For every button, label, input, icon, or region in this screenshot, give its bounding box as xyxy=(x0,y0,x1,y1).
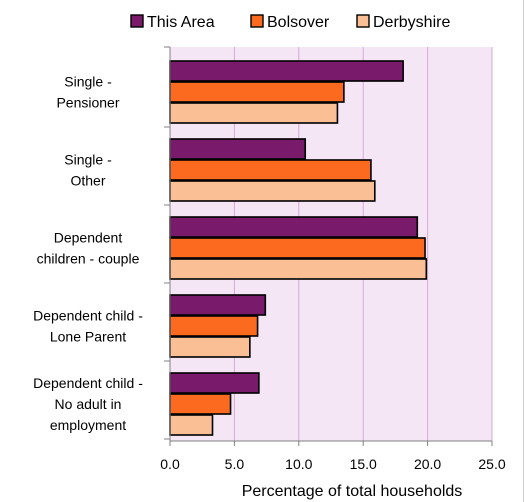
category-labels: Single - Pensioner Single - Other Dependent c… xyxy=(33,74,143,434)
category-label: Single - Other xyxy=(64,152,112,189)
bar-derbyshire xyxy=(169,414,214,436)
bar-bolsover xyxy=(169,393,232,415)
bar-bolsover xyxy=(169,237,426,259)
axes xyxy=(164,46,493,446)
frame-edge xyxy=(523,0,524,502)
category-label-line: No adult in xyxy=(55,396,122,412)
category-label-line: Single - xyxy=(64,74,112,90)
category-label-line: Lone Parent xyxy=(50,329,126,345)
legend: This Area Bolsover Derbyshire xyxy=(130,14,450,31)
category-label-line: Dependent child - xyxy=(33,375,143,391)
x-tick-label: 0.0 xyxy=(160,456,180,472)
category-label: Dependent children - couple xyxy=(37,230,140,267)
x-tick-label: 20.0 xyxy=(414,456,441,472)
bar-bolsover xyxy=(169,81,345,103)
bar-derbyshire xyxy=(169,336,251,358)
legend-label: This Area xyxy=(147,14,215,31)
bar-derbyshire xyxy=(169,102,339,124)
category-label-line: children - couple xyxy=(37,251,140,267)
x-axis-title: Percentage of total households xyxy=(242,483,463,500)
bar-this-area xyxy=(169,216,419,238)
category-label-line: employment xyxy=(50,417,126,433)
category-label-line: Dependent child - xyxy=(33,308,143,324)
bar-this-area xyxy=(169,60,404,82)
bars xyxy=(169,60,428,436)
category-label-line: Pensioner xyxy=(56,95,119,111)
x-tick-label: 25.0 xyxy=(478,456,505,472)
category-label-line: Single - xyxy=(64,152,112,168)
bar-bolsover xyxy=(169,315,259,337)
legend-swatch xyxy=(130,14,144,28)
legend-swatch xyxy=(356,14,370,28)
legend-label: Derbyshire xyxy=(373,14,450,31)
legend-label: Bolsover xyxy=(267,14,330,31)
bar-this-area xyxy=(169,372,260,394)
bar-derbyshire xyxy=(169,180,376,202)
category-label: Single - Pensioner xyxy=(56,74,119,111)
x-tick-labels: 0.0 5.0 10.0 15.0 20.0 25.0 xyxy=(160,456,506,472)
bar-derbyshire xyxy=(169,258,428,280)
category-label: Dependent child - No adult in employment xyxy=(33,375,143,433)
x-tick-label: 15.0 xyxy=(350,456,377,472)
bar-this-area xyxy=(169,294,267,316)
category-label-line: Dependent xyxy=(54,230,123,246)
bar-bolsover xyxy=(169,159,372,181)
category-label: Dependent child - Lone Parent xyxy=(33,308,143,345)
legend-swatch xyxy=(250,14,264,28)
x-tick-label: 10.0 xyxy=(285,456,312,472)
x-tick-label: 5.0 xyxy=(225,456,245,472)
category-label-line: Other xyxy=(70,173,105,189)
bar-this-area xyxy=(169,138,307,160)
